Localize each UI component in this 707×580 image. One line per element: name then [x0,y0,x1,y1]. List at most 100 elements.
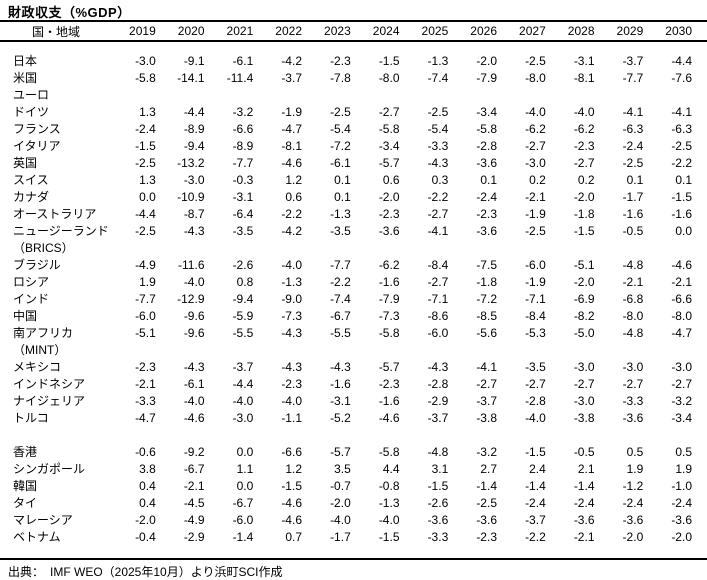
value-cell: -5.1 [135,326,156,340]
value-cell: -2.2 [427,190,449,204]
value-cell: -2.9 [183,530,205,544]
value-cell: -2.5 [476,496,497,510]
value-cell: -2.7 [525,377,546,391]
value-cell: -8.0 [622,309,644,323]
value-cell: -7.3 [378,309,400,323]
country-label: 中国 [13,309,38,323]
value-cell: -2.5 [330,105,351,119]
value-cell: -5.0 [573,326,595,340]
value-cell: -3.5 [525,360,546,374]
value-cell: -0.4 [135,530,156,544]
value-cell: -1.5 [135,139,156,153]
value-cell: -1.6 [622,207,644,221]
value-cell: -1.5 [378,530,400,544]
column-header-year-2025: 2025 [421,24,449,38]
column-header-year-2027: 2027 [519,24,546,38]
country-label: ロシア [13,275,50,289]
value-cell: -6.0 [525,258,546,272]
value-cell: -3.2 [476,445,497,459]
value-cell: -2.0 [622,530,644,544]
value-cell: -3.6 [378,224,400,238]
country-label: ナイジェリア [13,394,86,408]
value-cell: -6.6 [281,445,302,459]
value-cell: -1.7 [330,530,351,544]
value-cell: -4.0 [281,394,302,408]
value-cell: -5.3 [525,326,546,340]
value-cell [258,87,307,104]
value-cell: -3.3 [427,530,449,544]
table-header: 国・地域 2019 2020 2021 2022 2023 2024 2025 2026 2027… [0,22,697,40]
value-cell [161,342,210,359]
value-cell: -2.0 [378,190,400,204]
value-cell: -2.4 [671,496,692,510]
value-cell: -2.4 [622,496,644,510]
value-cell [453,342,502,359]
value-cell: -3.7 [622,54,644,68]
value-cell: 0.0 [236,479,254,493]
value-cell: -2.3 [573,139,595,153]
value-cell: -7.1 [427,292,449,306]
value-cell: -3.8 [476,411,497,425]
value-cell: -9.6 [183,326,205,340]
value-cell: -6.2 [378,258,400,272]
value-cell: -2.5 [671,139,692,153]
value-cell: 1.9 [626,462,644,476]
value-cell: -2.4 [525,496,546,510]
value-cell: -2.7 [671,377,692,391]
value-cell: -3.2 [671,394,692,408]
value-cell: -3.5 [232,224,254,238]
table-row: ベトナム -0.4 -2.9 -1.4 0.7 -1.7 -1.5 -3.3 -2.3 -2.2 -… [0,529,697,546]
value-cell: -4.0 [232,394,254,408]
value-cell: 2.7 [480,462,497,476]
value-cell: -3.0 [671,360,692,374]
value-cell: -2.4 [573,496,595,510]
value-cell: -2.4 [135,122,156,136]
value-cell: -4.4 [232,377,254,391]
page-title: 財政収支（%GDP） [8,5,131,20]
country-label: ニュージーランド [13,224,109,238]
value-cell: -8.0 [378,71,400,85]
group-label: ユーロ [13,88,50,102]
country-label: オーストラリア [13,207,97,221]
value-cell: -8.4 [525,309,546,323]
value-cell: -3.1 [573,54,595,68]
value-cell [502,240,551,257]
value-cell: -3.6 [427,513,449,527]
value-cell: -1.3 [378,496,400,510]
value-cell: -8.9 [232,139,254,153]
country-label: シンガポール [13,462,86,476]
value-cell [600,427,649,444]
table-row: インドネシア -2.1 -6.1 -4.4 -2.3 -1.6 -2.3 -2.8 -2.7 -2… [0,376,697,393]
value-cell: -0.8 [378,479,400,493]
value-cell: -3.0 [232,411,254,425]
value-cell: -7.2 [476,292,497,306]
value-cell: -4.6 [378,411,400,425]
value-cell: -6.1 [330,156,351,170]
value-cell: -5.5 [232,326,254,340]
value-cell: -5.2 [330,411,351,425]
value-cell: -9.0 [281,292,302,306]
value-cell: -4.1 [476,360,497,374]
value-cell: -10.9 [177,190,205,204]
value-cell: -4.8 [622,258,644,272]
value-cell: -8.2 [573,309,595,323]
value-cell: -2.0 [330,496,351,510]
value-cell: -4.4 [671,54,692,68]
value-cell: -6.2 [573,122,595,136]
value-cell: -7.7 [232,156,254,170]
value-cell: -1.4 [476,479,497,493]
table-row: 中国 -6.0 -9.6 -5.9 -7.3 -6.7 -7.3 -8.6 -8.5 -8.4 -8… [0,308,697,325]
value-cell: -1.3 [281,275,302,289]
value-cell: -2.7 [573,377,595,391]
value-cell: -2.9 [427,394,449,408]
country-label: フランス [13,122,61,136]
value-cell [112,342,161,359]
value-cell: -2.5 [525,54,546,68]
value-cell: -0.5 [573,445,595,459]
value-cell: -2.3 [330,54,351,68]
value-cell: -4.5 [183,496,205,510]
table-row: カナダ 0.0 -10.9 -3.1 0.6 0.1 -2.0 -2.2 -2.4 -2.1 -2.… [0,189,697,206]
value-cell: -5.9 [232,309,254,323]
value-cell: -4.8 [427,445,449,459]
value-cell: -8.4 [427,258,449,272]
